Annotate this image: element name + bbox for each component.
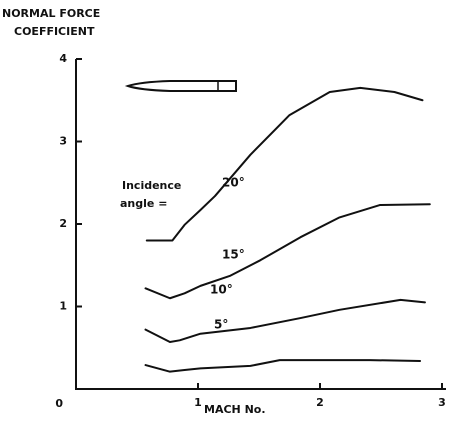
- annotation: Incidence: [122, 179, 181, 192]
- curve: [145, 86, 424, 242]
- y-tick-label: 0: [55, 397, 63, 410]
- curve: [144, 359, 422, 373]
- curve: [144, 203, 431, 300]
- y-tick-label: 1: [59, 300, 67, 313]
- y-tick-label: 2: [59, 217, 67, 230]
- axis: [75, 59, 446, 390]
- series-label: 20°: [222, 176, 245, 190]
- series-label: 15°: [222, 248, 245, 262]
- series-label: 10°: [210, 283, 233, 297]
- y-axis-label: COEFFICIENT: [14, 25, 95, 38]
- curve: [144, 298, 426, 343]
- missile-icon: [124, 80, 237, 92]
- x-tick-label: 3: [438, 396, 446, 409]
- y-tick-label: 4: [59, 52, 67, 65]
- annotation: angle =: [120, 197, 167, 210]
- x-axis-label: MACH No.: [204, 403, 266, 416]
- y-axis-label: NORMAL FORCE: [2, 7, 100, 20]
- series-label: 5°: [214, 318, 228, 332]
- x-tick-label: 1: [194, 396, 202, 409]
- y-tick-label: 3: [59, 135, 67, 148]
- x-tick-label: 2: [316, 396, 324, 409]
